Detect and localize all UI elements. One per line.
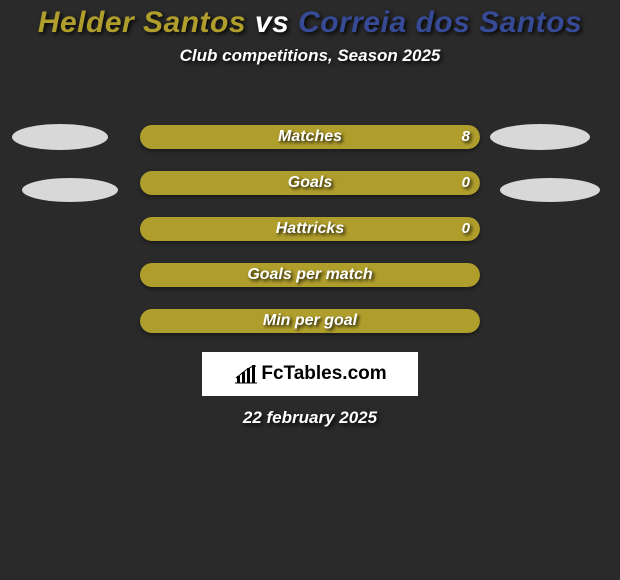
date-text: 22 february 2025 <box>0 408 620 428</box>
stat-label: Min per goal <box>140 309 480 333</box>
stat-value-right: 0 <box>462 171 470 195</box>
comparison-card: Helder Santos vs Correia dos Santos Club… <box>0 0 620 580</box>
subtitle: Club competitions, Season 2025 <box>0 46 620 66</box>
page-title: Helder Santos vs Correia dos Santos <box>0 0 620 40</box>
stat-value-right: 0 <box>462 217 470 241</box>
stat-row: Min per goal <box>140 309 480 333</box>
stat-row: Hattricks0 <box>140 217 480 241</box>
stat-label: Matches <box>140 125 480 149</box>
avatar-placeholder-right-1 <box>490 124 590 150</box>
title-right-player: Correia dos Santos <box>298 6 582 39</box>
stat-row: Goals0 <box>140 171 480 195</box>
source-logo-text: FcTables.com <box>261 363 386 385</box>
title-vs: vs <box>246 6 298 39</box>
stat-label: Goals per match <box>140 263 480 287</box>
stat-rows: Matches8Goals0Hattricks0Goals per matchM… <box>140 125 480 355</box>
stat-value-right: 8 <box>462 125 470 149</box>
avatar-placeholder-left-1 <box>12 124 108 150</box>
title-left-player: Helder Santos <box>38 6 246 39</box>
bar-chart-icon <box>233 364 257 384</box>
stat-row: Matches8 <box>140 125 480 149</box>
source-logo: FcTables.com <box>202 352 418 396</box>
stat-label: Hattricks <box>140 217 480 241</box>
stat-label: Goals <box>140 171 480 195</box>
avatar-placeholder-right-2 <box>500 178 600 202</box>
avatar-placeholder-left-2 <box>22 178 118 202</box>
stat-row: Goals per match <box>140 263 480 287</box>
